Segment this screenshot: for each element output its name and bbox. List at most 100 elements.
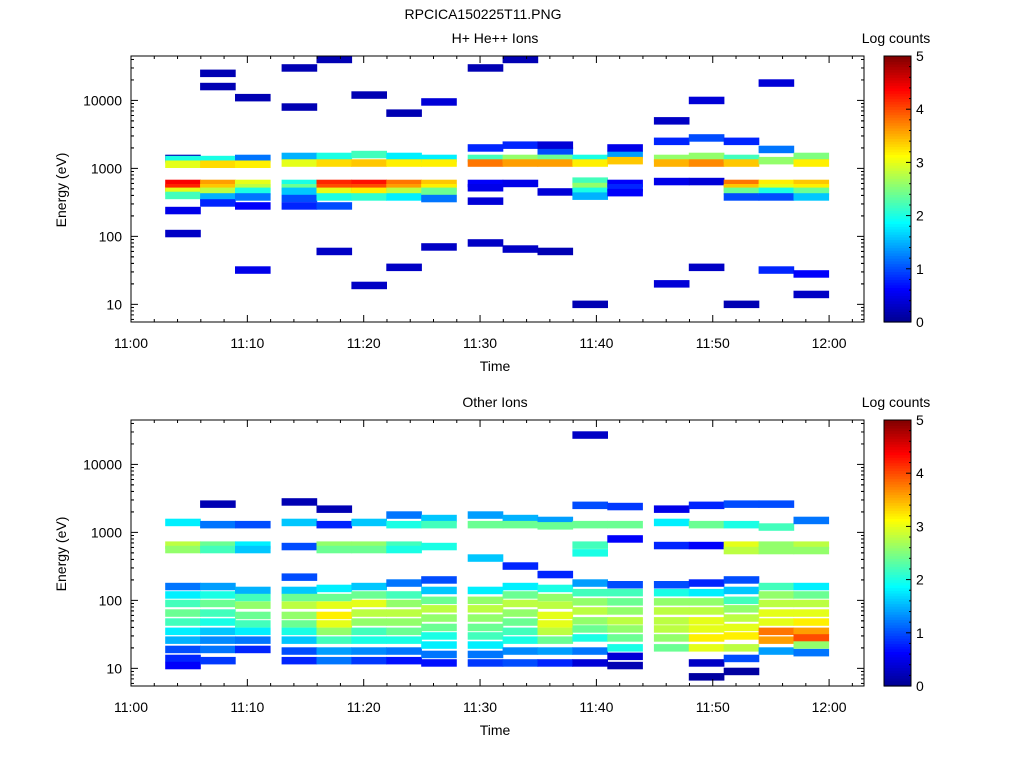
colorbar-segment [884, 199, 911, 203]
heatmap-cell [421, 632, 457, 640]
colorbar-segment [884, 82, 911, 86]
colorbar-segment [884, 247, 911, 251]
colorbar-segment [884, 319, 911, 323]
colorbar-segment [884, 521, 911, 525]
x-tick-label: 11:20 [347, 335, 381, 351]
heatmap-cell [467, 650, 504, 659]
heatmap-cell [235, 93, 271, 102]
panel-title: Other Ions [462, 394, 527, 410]
colorbar-segment [884, 282, 911, 286]
heatmap-cell [200, 618, 236, 626]
colorbar-segment [884, 465, 911, 469]
heatmap-cell [607, 607, 643, 615]
heatmap-cell [758, 187, 795, 196]
colorbar-segment [884, 420, 911, 424]
heatmap-cell [421, 605, 457, 613]
heatmap-cell [793, 627, 830, 636]
colorbar-segment [884, 529, 911, 533]
colorbar-segment [884, 162, 911, 166]
heatmap-cell [200, 155, 236, 164]
colorbar-segment [884, 518, 911, 522]
heatmap-cell [235, 620, 271, 628]
heatmap-cell [351, 636, 387, 644]
colorbar-segment [884, 555, 911, 559]
heatmap-cell [607, 617, 643, 625]
heatmap-cell [793, 179, 830, 188]
heatmap-cell [281, 542, 318, 551]
heatmap-cell [688, 96, 725, 105]
heatmap-cell [502, 618, 539, 626]
heatmap-cell [688, 588, 725, 597]
heatmap-cell [537, 584, 574, 593]
heatmap-cell [386, 599, 422, 608]
colorbar-segment [884, 680, 911, 684]
colorbar-segment [884, 587, 911, 591]
y-tick-label: 1000 [91, 524, 122, 540]
heatmap-cell [537, 611, 574, 620]
heatmap-cell [281, 656, 318, 665]
heatmap-cell [653, 137, 690, 146]
colorbar-segment [884, 598, 911, 602]
heatmap-cell [723, 644, 760, 652]
heatmap-cell [502, 627, 539, 636]
heatmap-cell [653, 117, 690, 125]
heatmap-cell [200, 199, 236, 207]
heatmap-cell [386, 591, 422, 599]
heatmap-cell [351, 656, 387, 665]
heatmap-cell [281, 636, 318, 644]
y-tick-label: 10 [106, 660, 122, 676]
colorbar-segment [884, 234, 911, 238]
heatmap-cell [165, 187, 201, 196]
heatmap-cell [688, 607, 725, 615]
heatmap-cell [235, 154, 271, 163]
heatmap-cell [351, 179, 387, 188]
colorbar-segment [884, 576, 911, 581]
colorbar-segment [884, 592, 911, 597]
heatmap-cell [572, 431, 608, 439]
heatmap-cell [200, 582, 236, 591]
heatmap-cell [281, 187, 318, 196]
colorbar-segment [884, 207, 911, 211]
y-axis-label: Energy (eV) [53, 153, 69, 228]
heatmap-cell [537, 620, 574, 628]
colorbar-segment [884, 422, 911, 426]
heatmap-cell [572, 625, 608, 633]
heatmap-cell [688, 617, 725, 625]
colorbar-segment [884, 58, 911, 62]
colorbar-segment [884, 584, 911, 589]
colorbar-segment [884, 624, 911, 629]
colorbar-segment [884, 558, 911, 562]
colorbar-segment [884, 146, 911, 150]
heatmap-cell [653, 154, 690, 163]
heatmap-cell [793, 193, 830, 201]
heatmap-cell [235, 636, 271, 644]
colorbar-segment [884, 250, 911, 254]
colorbar-segment [884, 223, 911, 227]
heatmap-cell [200, 541, 236, 549]
heatmap-cell [502, 141, 539, 149]
heatmap-cell [607, 188, 643, 197]
heatmap-cell [572, 154, 608, 163]
heatmap-cell [351, 281, 387, 290]
colorbar-segment [884, 189, 911, 193]
heatmap-cell [351, 187, 387, 196]
colorbar-segment [884, 127, 911, 132]
colorbar-segment [884, 316, 911, 320]
heatmap-cell [351, 193, 387, 201]
colorbar-segment [884, 226, 911, 230]
heatmap-cell [281, 498, 318, 506]
heatmap-cell [537, 154, 574, 163]
heatmap-cell [688, 159, 725, 167]
heatmap-cell [386, 193, 422, 201]
heatmap-cell [537, 247, 574, 256]
heatmap-cell [235, 611, 271, 620]
colorbar-segment [884, 430, 911, 434]
heatmap-cell [200, 609, 236, 617]
heatmap-cell [607, 644, 643, 652]
heatmap-cell [467, 659, 504, 667]
colorbar-segment [884, 651, 911, 655]
heatmap-cell [281, 159, 318, 167]
heatmap-cell [502, 591, 539, 599]
colorbar-segment [884, 252, 911, 257]
colorbar-segment [884, 173, 911, 177]
